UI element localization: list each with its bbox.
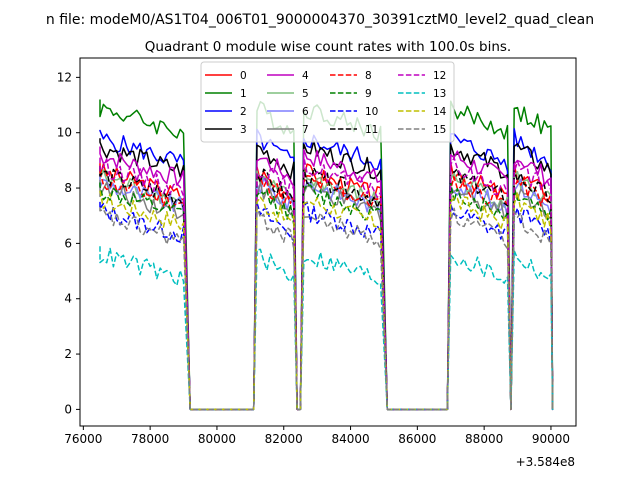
legend-label-7: 7 — [302, 124, 309, 136]
x-tick-label: 78000 — [131, 432, 169, 446]
series-line-4 — [99, 146, 554, 411]
x-tick-label: 86000 — [398, 432, 436, 446]
axes-layer: 76000 78000 80000 82000 84000 86000 88000 90000… — [57, 70, 570, 446]
legend-label-4: 4 — [302, 70, 309, 82]
y-tick-label: 4 — [64, 292, 72, 306]
plot-frame — [79, 57, 577, 427]
series-line-14 — [99, 190, 554, 411]
x-tick-label: 84000 — [331, 432, 369, 446]
x-tick-label: 82000 — [265, 432, 303, 446]
series-line-9 — [99, 181, 554, 411]
y-tick-label: 10 — [57, 126, 72, 140]
legend-label-13: 13 — [433, 88, 446, 100]
series-line-3 — [99, 138, 554, 411]
chart-title: Quadrant 0 module wise count rates with … — [145, 39, 511, 55]
y-tick-label: 8 — [64, 181, 72, 195]
legend-label-2: 2 — [240, 106, 247, 118]
y-tick-label: 6 — [64, 236, 72, 250]
series-line-2 — [99, 128, 554, 411]
figure-suptitle: n file: modeM0/AS1T04_006T01_9000004370_… — [46, 12, 594, 28]
series-line-13 — [99, 246, 554, 411]
series-line-7 — [99, 179, 554, 411]
series-line-12 — [99, 155, 554, 411]
legend-label-15: 15 — [433, 124, 446, 136]
x-tick-label: 76000 — [64, 432, 102, 446]
legend-label-11: 11 — [365, 124, 378, 136]
legend-label-12: 12 — [433, 70, 446, 82]
legend-label-10: 10 — [365, 106, 378, 118]
x-tick-label: 90000 — [532, 432, 570, 446]
legend-label-5: 5 — [302, 88, 309, 100]
legend-label-14: 14 — [433, 106, 447, 118]
legend-label-1: 1 — [240, 88, 247, 100]
x-offset-label: +3.584e8 — [516, 455, 575, 469]
series-line-11 — [99, 165, 554, 411]
legend-label-0: 0 — [240, 70, 247, 82]
legend-label-3: 3 — [240, 124, 247, 136]
y-tick-label: 0 — [64, 402, 72, 416]
y-tick-label: 2 — [64, 347, 72, 361]
legend-label-6: 6 — [302, 106, 309, 118]
series-line-15 — [99, 205, 554, 411]
x-tick-label: 80000 — [198, 432, 236, 446]
legend-label-9: 9 — [365, 88, 372, 100]
x-tick-label: 88000 — [465, 432, 503, 446]
legend-box — [200, 61, 455, 143]
y-tick-label: 12 — [57, 70, 72, 84]
legend-label-8: 8 — [365, 70, 372, 82]
